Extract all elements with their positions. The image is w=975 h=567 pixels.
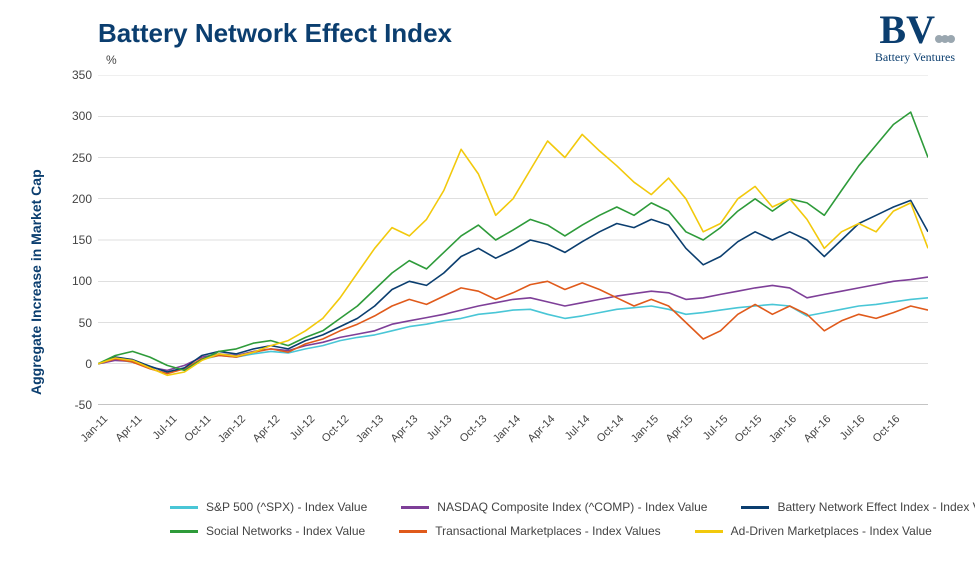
x-tick: Apr-16 bbox=[801, 413, 833, 445]
x-tick: Jul-11 bbox=[150, 413, 179, 442]
legend-item-social: Social Networks - Index Value bbox=[170, 524, 365, 538]
x-tick: Jul-16 bbox=[838, 413, 868, 443]
x-tick: Jul-15 bbox=[700, 413, 730, 443]
x-tick: Apr-15 bbox=[664, 413, 696, 445]
x-tick: Oct-13 bbox=[457, 413, 489, 445]
x-tick: Jul-13 bbox=[425, 413, 455, 443]
x-tick: Jan-11 bbox=[79, 413, 111, 445]
legend-label: Ad-Driven Marketplaces - Index Value bbox=[731, 524, 932, 538]
x-tick: Oct-11 bbox=[182, 413, 213, 444]
series-social bbox=[98, 112, 928, 370]
x-tick-labels: Jan-11Apr-11Jul-11Oct-11Jan-12Apr-12Jul-… bbox=[98, 413, 928, 473]
x-tick: Jan-16 bbox=[767, 413, 799, 445]
series-sp500 bbox=[98, 298, 928, 372]
logo-bv-text: BV bbox=[879, 7, 935, 52]
x-tick: Oct-15 bbox=[733, 413, 765, 445]
chart-title: Battery Network Effect Index bbox=[98, 18, 452, 49]
legend-item-ad: Ad-Driven Marketplaces - Index Value bbox=[695, 524, 932, 538]
legend-swatch bbox=[170, 506, 198, 509]
x-tick: Jan-15 bbox=[629, 413, 661, 445]
series-ad bbox=[98, 134, 928, 375]
x-tick: Jan-13 bbox=[354, 413, 386, 445]
x-tick: Oct-12 bbox=[320, 413, 352, 445]
legend-swatch bbox=[170, 530, 198, 533]
legend-item-bnei: Battery Network Effect Index - Index Val… bbox=[741, 500, 975, 514]
legend-label: NASDAQ Composite Index (^COMP) - Index V… bbox=[437, 500, 707, 514]
x-tick: Apr-12 bbox=[251, 413, 283, 445]
legend-swatch bbox=[741, 506, 769, 509]
legend-swatch bbox=[399, 530, 427, 533]
x-tick: Apr-14 bbox=[526, 413, 558, 445]
chart-legend: S&P 500 (^SPX) - Index Value NASDAQ Compo… bbox=[170, 500, 975, 548]
legend-item-sp500: S&P 500 (^SPX) - Index Value bbox=[170, 500, 367, 514]
x-tick: Jul-12 bbox=[287, 413, 317, 443]
x-tick: Jan-14 bbox=[491, 413, 523, 445]
legend-item-nasdaq: NASDAQ Composite Index (^COMP) - Index V… bbox=[401, 500, 707, 514]
legend-label: Transactional Marketplaces - Index Value… bbox=[435, 524, 660, 538]
x-tick: Jul-14 bbox=[563, 413, 593, 443]
legend-label: Battery Network Effect Index - Index Val… bbox=[777, 500, 975, 514]
legend-label: S&P 500 (^SPX) - Index Value bbox=[206, 500, 367, 514]
x-tick: Jan-12 bbox=[216, 413, 248, 445]
x-tick: Apr-11 bbox=[114, 413, 145, 444]
logo-dots-icon bbox=[937, 30, 955, 48]
brand-logo: BV Battery Ventures bbox=[875, 10, 955, 65]
y-tick-labels: 350300250200150100500-50 bbox=[56, 75, 92, 405]
legend-label: Social Networks - Index Value bbox=[206, 524, 365, 538]
x-tick: Apr-13 bbox=[388, 413, 420, 445]
logo-subtext: Battery Ventures bbox=[875, 50, 955, 65]
series-bnei bbox=[98, 200, 928, 372]
legend-swatch bbox=[695, 530, 723, 533]
legend-item-trans: Transactional Marketplaces - Index Value… bbox=[399, 524, 660, 538]
y-axis-label: Aggregate Increase in Market Cap bbox=[28, 169, 44, 395]
x-tick: Oct-16 bbox=[870, 413, 902, 445]
legend-swatch bbox=[401, 506, 429, 509]
line-chart bbox=[98, 75, 928, 405]
x-tick: Oct-14 bbox=[595, 413, 627, 445]
percent-unit-label: % bbox=[106, 53, 117, 67]
